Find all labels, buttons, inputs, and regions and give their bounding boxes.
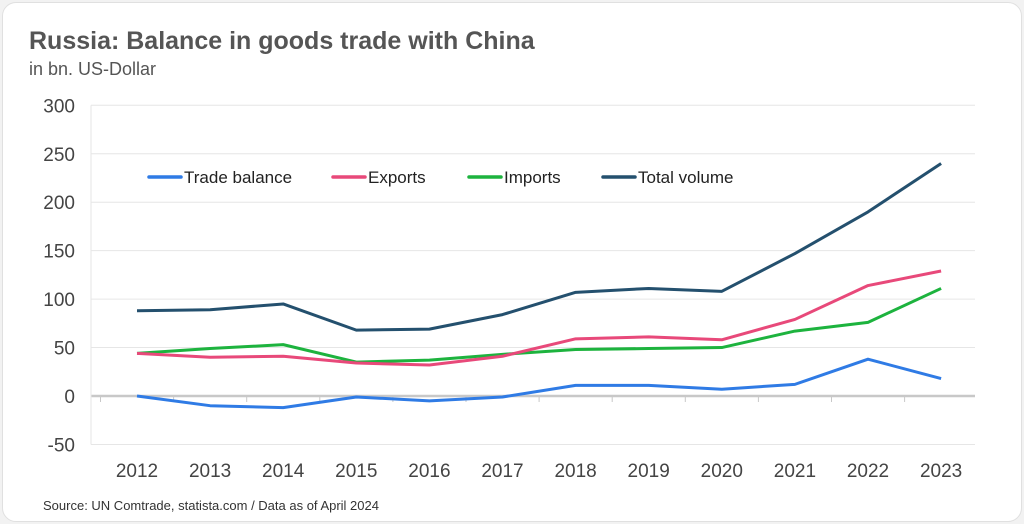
series-line-trade-balance [136, 357, 942, 410]
x-tick-label: 2023 [920, 461, 962, 482]
x-tick-label: 2018 [554, 461, 596, 482]
legend-label: Exports [368, 168, 426, 187]
x-tick-label: 2013 [189, 461, 231, 482]
y-tick-label: 0 [64, 387, 75, 408]
y-tick-label: 100 [43, 290, 75, 311]
series-line-total-volume [136, 162, 942, 332]
x-tick-label: 2016 [408, 461, 450, 482]
x-tick-label: 2020 [701, 461, 743, 482]
y-tick-label: 50 [54, 339, 75, 360]
source-note: Source: UN Comtrade, statista.com / Data… [43, 498, 379, 513]
series-line-imports [136, 287, 942, 364]
line-chart: Russia: Balance in goods trade with Chin… [29, 27, 975, 513]
y-tick-label: 150 [43, 242, 75, 263]
x-tick-label: 2014 [262, 461, 305, 482]
y-tick-label: 300 [43, 96, 75, 117]
x-tick-label: 2019 [628, 461, 670, 482]
x-tick-label: 2022 [847, 461, 889, 482]
series-line-exports [136, 269, 942, 367]
legend-label: Trade balance [184, 168, 292, 187]
legend-label: Imports [504, 168, 561, 187]
x-tick-label: 2021 [774, 461, 816, 482]
legend-label: Total volume [638, 168, 733, 187]
chart-subtitle: in bn. US-Dollar [29, 59, 156, 79]
y-tick-label: 250 [43, 145, 75, 166]
chart-title: Russia: Balance in goods trade with Chin… [29, 27, 536, 55]
y-tick-label: 200 [43, 193, 75, 214]
x-tick-label: 2017 [481, 461, 523, 482]
y-tick-label: -50 [48, 435, 75, 456]
x-tick-label: 2015 [335, 461, 377, 482]
x-tick-label: 2012 [116, 461, 158, 482]
